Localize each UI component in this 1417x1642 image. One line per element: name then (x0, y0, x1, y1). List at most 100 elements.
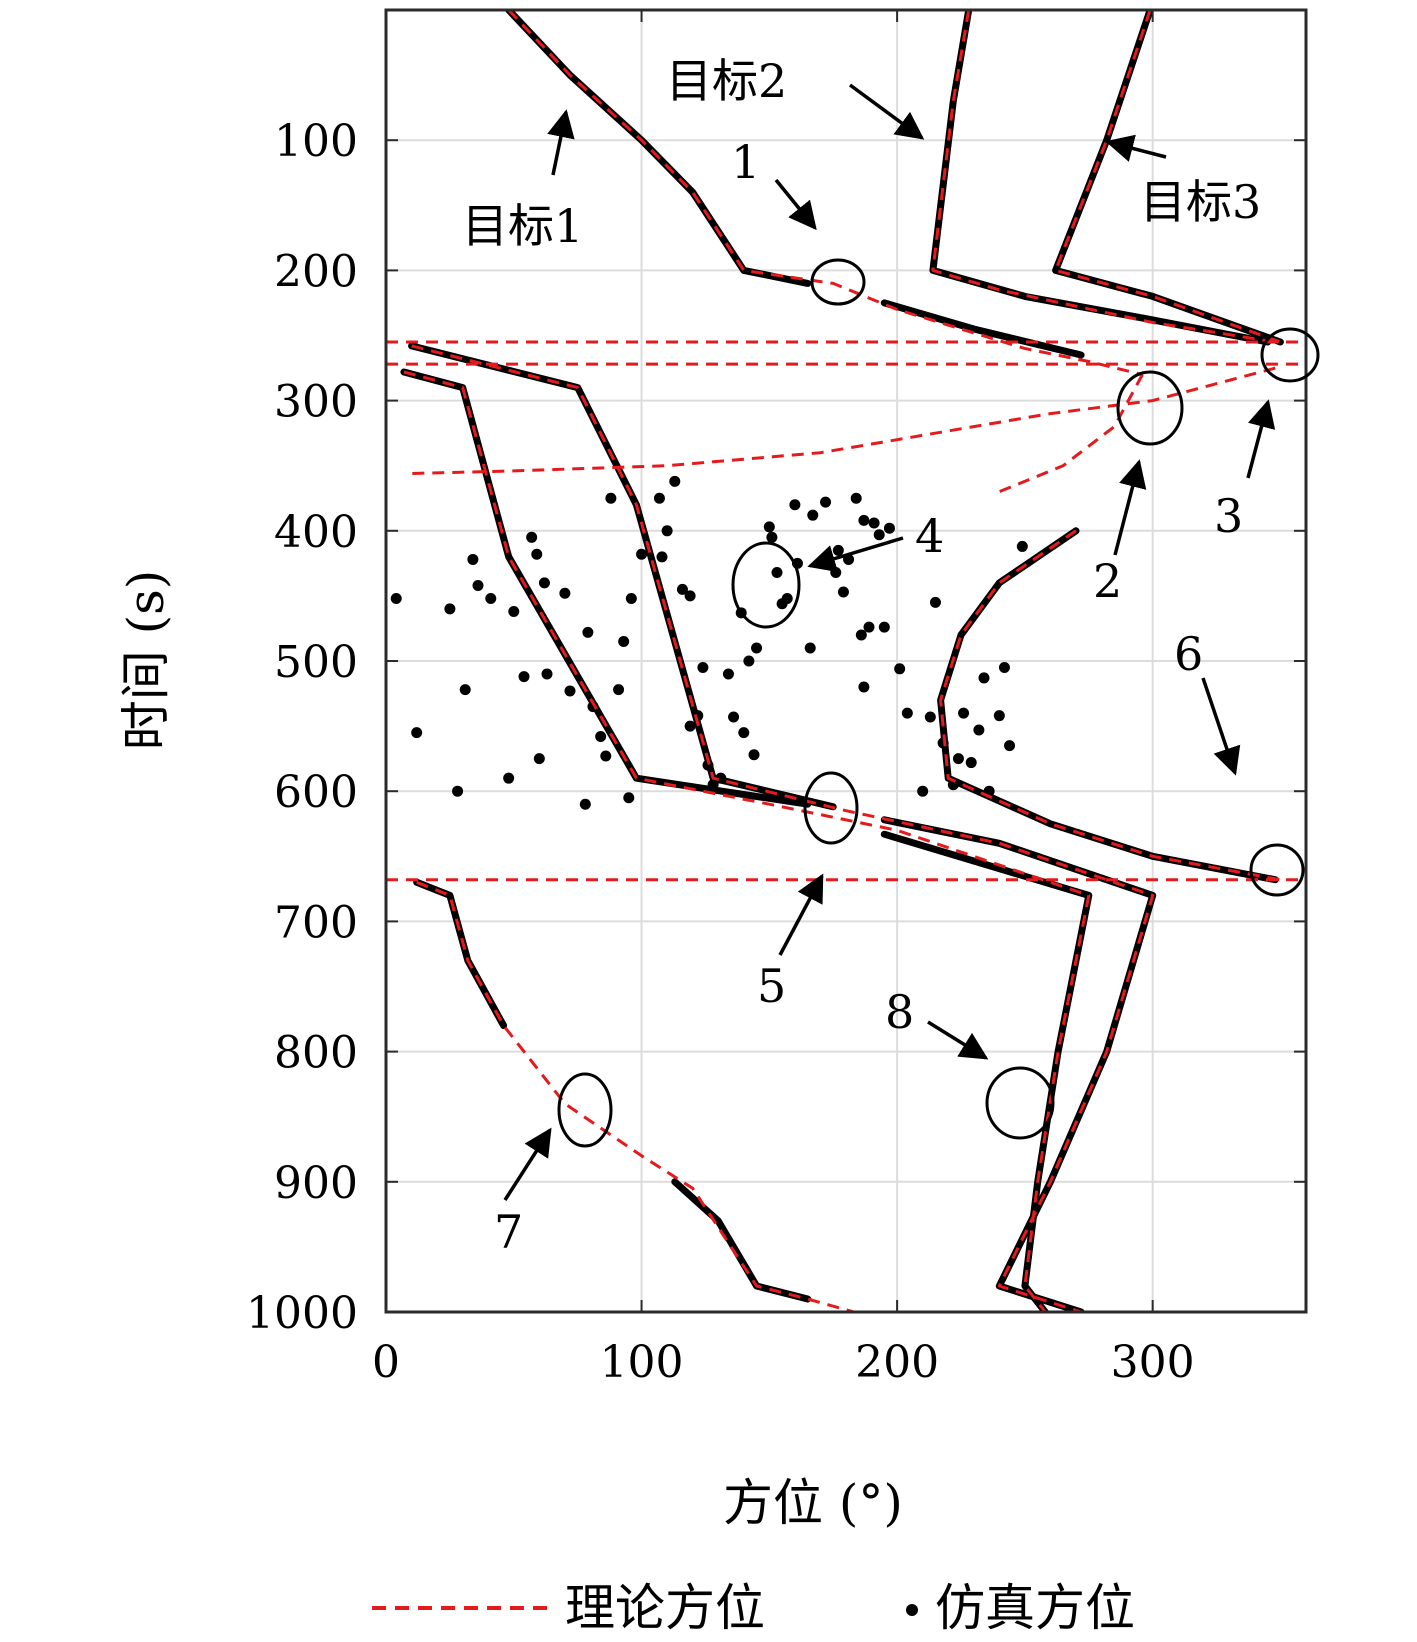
simulation-point (605, 492, 617, 504)
arrow-marker-6 (1201, 677, 1241, 776)
marker-circle-2 (1116, 370, 1184, 446)
annotation-labels: 目标1 目标2 目标3 1 2 3 4 5 6 7 8 (462, 54, 1261, 1259)
simulation-point (579, 798, 591, 810)
theory-track-t1b (998, 373, 1144, 494)
y-tick-label: 200 (274, 246, 358, 297)
simulation-point (526, 531, 538, 543)
label-marker-4: 4 (915, 509, 944, 563)
simulation-point (1016, 540, 1028, 552)
simulation-point (958, 707, 970, 719)
marker-circle-1 (810, 258, 866, 306)
simulation-point (722, 668, 734, 680)
x-tick-label: 100 (600, 1337, 684, 1388)
simulation-point (485, 593, 497, 605)
theory-track-t2b (411, 366, 1276, 475)
y-tick-label: 1000 (246, 1288, 358, 1339)
simulation-point (924, 711, 936, 723)
simulation-point (618, 635, 630, 647)
simulation-point (531, 548, 543, 560)
simulation-point (636, 548, 648, 560)
theory-track-t3a (1054, 10, 1281, 344)
simulation-point (993, 710, 1005, 722)
simulation-point (684, 720, 696, 732)
simulation-point (613, 684, 625, 696)
grid (386, 10, 1306, 1312)
simulation-point (789, 499, 801, 511)
label-target3: 目标3 (1140, 175, 1261, 229)
simulation-point (883, 522, 895, 534)
simulation-track-s10 (671, 1178, 812, 1303)
simulation-point (830, 566, 842, 578)
simulation-point (858, 514, 870, 526)
legend-theory-label: 理论方位 (565, 1579, 765, 1637)
theory-tracks (386, 10, 1306, 1312)
x-tick-label: 0 (372, 1337, 400, 1388)
marker-circle-4 (731, 541, 801, 629)
simulation-point (669, 475, 681, 487)
simulation-point (894, 663, 906, 675)
simulation-point (901, 707, 913, 719)
simulation-scatter (390, 475, 1028, 810)
simulation-point (595, 731, 607, 743)
simulation-point (559, 587, 571, 599)
label-marker-7: 7 (494, 1205, 523, 1259)
y-tick-label: 100 (274, 116, 358, 167)
arrow-marker-8 (927, 1020, 989, 1060)
theory-track-t1c (939, 529, 1281, 882)
legend-simulation-swatch (906, 1604, 918, 1616)
y-tick-label: 900 (274, 1158, 358, 1209)
simulation-point (390, 593, 402, 605)
axis-ticks: 0 100 200 300 100 200 300 400 500 600 700 800 900 100… (246, 10, 1306, 1388)
simulation-point (656, 551, 668, 563)
arrow-target3 (1105, 134, 1167, 162)
label-marker-5: 5 (757, 959, 786, 1013)
arrow-marker-5 (778, 873, 824, 956)
arrow-marker-2 (1113, 459, 1147, 556)
theory-track-t2a (931, 10, 1276, 344)
arrow-marker-1 (774, 178, 817, 231)
simulation-point (503, 772, 515, 784)
theory-track-t6 (416, 880, 855, 1312)
simulation-point (858, 681, 870, 693)
simulation-point (973, 724, 985, 736)
simulation-point (452, 785, 464, 797)
simulation-point (917, 785, 929, 797)
simulation-point (1004, 740, 1016, 752)
marker-circle-3 (1260, 327, 1320, 383)
x-tick-label: 300 (1111, 1337, 1195, 1388)
simulation-point (472, 579, 484, 591)
arrow-target1 (547, 109, 575, 176)
simulation-point (868, 517, 880, 529)
simulation-point (538, 577, 550, 589)
simulation-point (781, 593, 793, 605)
simulation-point (676, 583, 688, 595)
y-tick-label: 700 (274, 897, 358, 948)
y-tick-label: 600 (274, 767, 358, 818)
x-tick-label: 200 (855, 1337, 939, 1388)
simulation-point (837, 586, 849, 598)
simulation-point (965, 757, 977, 769)
simulation-point (728, 711, 740, 723)
legend: 理论方位 仿真方位 (372, 1579, 1135, 1637)
simulation-point (807, 509, 819, 521)
marker-circles (557, 258, 1320, 1148)
simulation-point (804, 642, 816, 654)
simulation-point (863, 621, 875, 633)
simulation-point (751, 642, 763, 654)
simulation-point (748, 749, 760, 761)
label-marker-8: 8 (885, 985, 914, 1039)
marker-circle-6 (1249, 843, 1305, 897)
simulation-point (564, 685, 576, 697)
simulation-point (467, 553, 479, 565)
simulation-point (855, 629, 867, 641)
label-target1: 目标1 (462, 199, 583, 253)
annotation-arrows (503, 83, 1276, 1201)
simulation-point (820, 496, 832, 508)
simulation-point (625, 593, 637, 605)
y-tick-label: 300 (274, 377, 358, 428)
arrow-target2 (848, 83, 925, 140)
simulation-point (850, 492, 862, 504)
simulation-point (541, 668, 553, 680)
arrow-marker-3 (1246, 399, 1276, 479)
